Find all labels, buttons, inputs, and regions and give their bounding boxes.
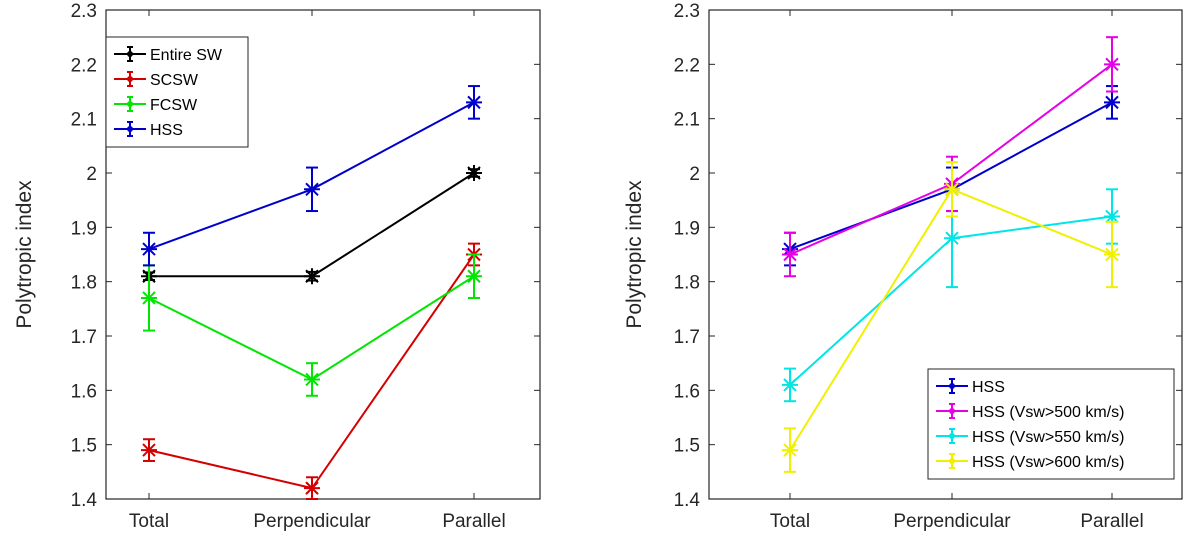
legend-swatch-marker [127,51,133,57]
legend-label: Entire SW [150,47,223,64]
y-tick-label: 2.1 [71,110,97,131]
y-tick-label: 2 [689,164,700,185]
data-point-marker [1104,208,1120,225]
y-tick-label: 1.6 [674,381,700,402]
legend-label: HSS (Vsw>550 km/s) [972,429,1124,446]
legend-label: HSS (Vsw>500 km/s) [972,404,1124,421]
legend-label: SCSW [150,72,199,89]
series-fcsw [141,253,482,397]
data-point-marker [1104,56,1120,73]
legend-label: HSS (Vsw>600 km/s) [972,454,1124,471]
legend-item: Entire SW [114,46,223,64]
legend-item: HSS (Vsw>600 km/s) [936,453,1124,471]
data-point-marker [944,181,960,198]
y-tick-label: 1.5 [674,436,700,457]
legend: HSS HSS (Vsw>500 km/s) HSS (Vsw>550 km/s) H… [927,368,1175,480]
legend-box [927,368,1175,480]
right-panel: 1.4 1.5 1.6 1.7 1.8 1.9 2 2.1 2.2 2.3 Total Perpend… [623,1,1183,532]
data-point-marker [141,241,157,258]
legend-label: HSS [972,379,1005,396]
y-tick-label: 1.8 [674,273,700,294]
legend-item: SCSW [114,71,199,89]
legend-item: HSS (Vsw>550 km/s) [936,428,1124,446]
series-hss-vsw-600-km-s [782,161,1120,473]
y-tick-label: 1.4 [71,490,98,511]
legend-label: FCSW [150,97,198,114]
legend-label: HSS [150,122,183,139]
x-tick-label: Parallel [442,511,505,532]
left-panel: 1.4 1.5 1.6 1.7 1.8 1.9 2 2.1 2.2 2.3 Total Perpend… [13,1,541,532]
data-point-marker [304,268,320,285]
data-point-marker [466,268,482,285]
y-tick-label: 1.9 [674,218,700,239]
legend-swatch-marker [127,101,133,107]
y-tick-label: 2.3 [71,1,97,22]
legend-swatch-marker [949,458,955,464]
legend-swatch-marker [949,433,955,439]
y-tick-label: 2.1 [674,110,700,131]
data-point-marker [1104,94,1120,111]
y-tick-label: 1.4 [674,490,701,511]
y-tick-label: 2.3 [674,1,700,22]
x-tick-label: Perpendicular [893,511,1011,532]
y-tick-label: 2.2 [674,55,700,76]
y-tick-label: 1.8 [71,273,97,294]
x-tick-label: Perpendicular [253,511,371,532]
legend-item: HSS [114,121,183,139]
y-tick-label: 2.2 [71,55,97,76]
y-tick-label: 2 [86,164,97,185]
legend-swatch-marker [127,76,133,82]
data-point-marker [466,165,482,181]
data-point-marker [304,480,320,497]
data-point-marker [141,289,157,306]
legend-swatch-marker [949,383,955,389]
series-entire-sw [141,165,482,285]
legend-item: HSS (Vsw>500 km/s) [936,403,1124,421]
data-point-marker [304,371,320,388]
data-point-marker [944,230,960,247]
legend-swatch-marker [949,408,955,414]
legend-item: HSS [936,378,1005,396]
data-point-marker [304,181,320,198]
data-point-marker [1104,246,1120,263]
x-tick-label: Total [770,511,810,532]
data-point-marker [141,442,157,459]
data-point-marker [782,376,798,393]
x-tick-label: Parallel [1080,511,1143,532]
y-tick-label: 1.7 [71,327,97,348]
data-point-marker [466,94,482,111]
y-axis-title: Polytropic index [623,180,646,329]
data-point-marker [782,442,798,459]
y-tick-label: 1.5 [71,436,97,457]
x-tick-label: Total [129,511,169,532]
y-tick-label: 1.9 [71,218,97,239]
data-point-marker [782,246,798,263]
legend-swatch-marker [127,126,133,132]
legend-item: FCSW [114,96,198,114]
y-tick-label: 1.7 [674,327,700,348]
y-tick-label: 1.6 [71,381,97,402]
legend: Entire SW SCSW FCSW HSS [105,36,249,148]
series-hss [141,85,482,267]
y-axis-title: Polytropic index [13,180,36,329]
